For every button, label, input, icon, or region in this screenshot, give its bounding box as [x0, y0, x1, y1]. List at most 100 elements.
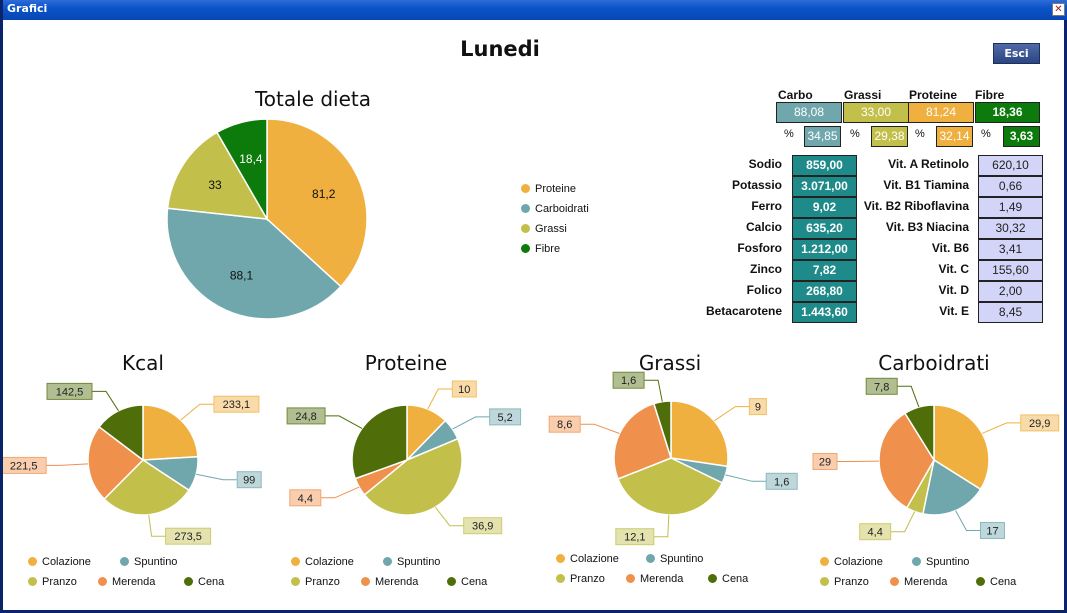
legend-item-grassi: Grassi [521, 223, 567, 235]
slice-kcal-cena [98, 404, 144, 462]
leader-line-grassi-pranzo [653, 514, 670, 538]
callout-box-grassi-colazione [748, 398, 767, 416]
leader-line-carboidrati-colazione [981, 422, 1021, 434]
macro-percent-proteine: 32,14 [936, 126, 973, 147]
legend-item-proteine: Proteine [521, 183, 576, 195]
leader-line-kcal-merenda [46, 463, 89, 466]
callout-box-proteine-spuntino [489, 408, 522, 426]
macro-header-carbo: Carbo [778, 88, 813, 102]
vitamin-label-vit-b1-tiamina: Vit. B1 Tiamina [883, 178, 969, 192]
callout-box-carboidrati-pranzo [859, 523, 892, 541]
callout-box-grassi-cena [612, 371, 645, 389]
callout-box-proteine-cena [286, 407, 326, 425]
legend-swatch-pranzo [291, 577, 300, 586]
chart-title-proteine: Proteine [364, 351, 448, 375]
data-label-carboidrati-spuntino: 17 [986, 526, 998, 538]
percent-sign: % [850, 128, 860, 140]
mineral-label-folico: Folico [746, 283, 782, 297]
vitamin-label-vit-a-retinolo: Vit. A Retinolo [888, 157, 969, 171]
callout-box-proteine-merenda [289, 489, 322, 507]
legend-item-merenda: Merenda [626, 573, 683, 585]
callout-box-carboidrati-colazione [1020, 414, 1060, 432]
title-bar: Grafici ✕ [3, 0, 1067, 20]
macro-value-grassi: 33,00 [843, 102, 909, 123]
leader-line-grassi-cena [644, 379, 663, 402]
callout-box-grassi-pranzo [615, 528, 655, 546]
macro-value-carbo: 88,08 [776, 102, 842, 123]
close-icon[interactable]: ✕ [1052, 3, 1065, 16]
callout-box-carboidrati-spuntino [980, 522, 1005, 539]
legend-swatch-cena [184, 577, 193, 586]
legend-item-merenda: Merenda [361, 576, 418, 588]
callout-box-carboidrati-merenda [812, 453, 838, 470]
leader-line-proteine-colazione [427, 388, 453, 410]
legend-item-spuntino: Spuntino [912, 556, 969, 568]
data-label-totale-dieta-fibre: 18,4 [239, 152, 263, 166]
legend-label-merenda: Merenda [112, 576, 156, 588]
leader-line-grassi-colazione [713, 406, 750, 422]
legend-label-cena: Cena [198, 576, 225, 588]
chart-title-kcal: Kcal [122, 351, 164, 375]
macro-header-proteine: Proteine [909, 88, 958, 102]
mineral-value-sodio: 859,00 [792, 155, 857, 176]
legend-item-pranzo: Pranzo [28, 576, 77, 588]
callout-box-kcal-spuntino [236, 471, 262, 489]
slice-carboidrati-merenda [878, 412, 935, 509]
vitamin-value-vit-a-retinolo: 620,10 [978, 155, 1043, 176]
vitamin-value-vit-c: 155,60 [978, 260, 1043, 281]
mineral-label-ferro: Ferro [751, 199, 782, 213]
mineral-value-zinco: 7,82 [792, 260, 857, 281]
callout-box-carboidrati-cena [865, 377, 898, 395]
chart-title-grassi: Grassi [638, 351, 702, 375]
vitamin-value-vit-e: 8,45 [978, 302, 1043, 323]
vitamin-value-vit-b1-tiamina: 0,66 [978, 176, 1043, 197]
data-label-totale-dieta-carboidrati: 88,1 [230, 269, 254, 283]
mineral-value-folico: 268,80 [792, 281, 857, 302]
callout-box-proteine-colazione [451, 380, 477, 398]
leader-line-proteine-spuntino [452, 416, 490, 430]
leader-line-grassi-spuntino [725, 474, 767, 482]
leader-line-proteine-pranzo [434, 506, 464, 527]
legend-item-merenda: Merenda [98, 576, 155, 588]
legend-swatch-fibre [521, 244, 530, 253]
macro-percent-grassi: 29,38 [871, 126, 908, 147]
leader-line-proteine-merenda [320, 486, 360, 499]
legend-swatch-cena [447, 577, 456, 586]
page-title: Lunedi [460, 37, 540, 61]
legend-swatch-merenda [98, 577, 107, 586]
macro-value-fibre: 18,36 [975, 102, 1040, 123]
data-label-kcal-cena: 142,5 [56, 386, 84, 398]
legend-label-merenda: Merenda [375, 576, 419, 588]
legend-item-pranzo: Pranzo [291, 576, 340, 588]
data-label-totale-dieta-grassi: 33 [208, 178, 222, 192]
leader-line-carboidrati-pranzo [890, 511, 916, 533]
legend-label-cena: Cena [461, 576, 488, 588]
slice-totale-dieta-proteine [266, 118, 368, 288]
pie-grassi: 9 1,6 12,1 8,6 1,6 [548, 371, 798, 546]
legend-item-cena: Cena [184, 576, 224, 588]
pie-charts: 81,2 88,1 33 18,4 233,1 99 273,5 221,5 142,5 10 5,… [3, 118, 1060, 546]
legend-label-spuntino: Spuntino [397, 556, 441, 568]
legend-label-pranzo: Pranzo [570, 573, 605, 585]
data-label-proteine-colazione: 10 [458, 384, 470, 396]
callout-box-kcal-merenda [3, 456, 47, 474]
callout-box-kcal-pranzo [165, 527, 212, 545]
legend-label-spuntino: Spuntino [660, 553, 704, 565]
legend-swatch-spuntino [912, 557, 921, 566]
legend-item-colazione: Colazione [556, 553, 619, 565]
legend-label-pranzo: Pranzo [834, 576, 869, 588]
exit-button[interactable]: Esci [993, 43, 1040, 64]
data-label-kcal-colazione: 233,1 [223, 399, 251, 411]
legend-item-colazione: Colazione [820, 556, 883, 568]
slice-totale-dieta-carboidrati [166, 207, 342, 320]
percent-sign: % [784, 128, 794, 140]
legend-swatch-pranzo [28, 577, 37, 586]
callout-box-kcal-cena [46, 382, 93, 400]
mineral-label-fosforo: Fosforo [737, 241, 782, 255]
legend-label-colazione: Colazione [305, 556, 354, 568]
vitamin-label-vit-b3-niacina: Vit. B3 Niacina [885, 220, 969, 234]
slice-grassi-merenda [613, 402, 672, 480]
leader-line-carboidrati-spuntino [955, 510, 981, 531]
legend-item-pranzo: Pranzo [820, 576, 869, 588]
